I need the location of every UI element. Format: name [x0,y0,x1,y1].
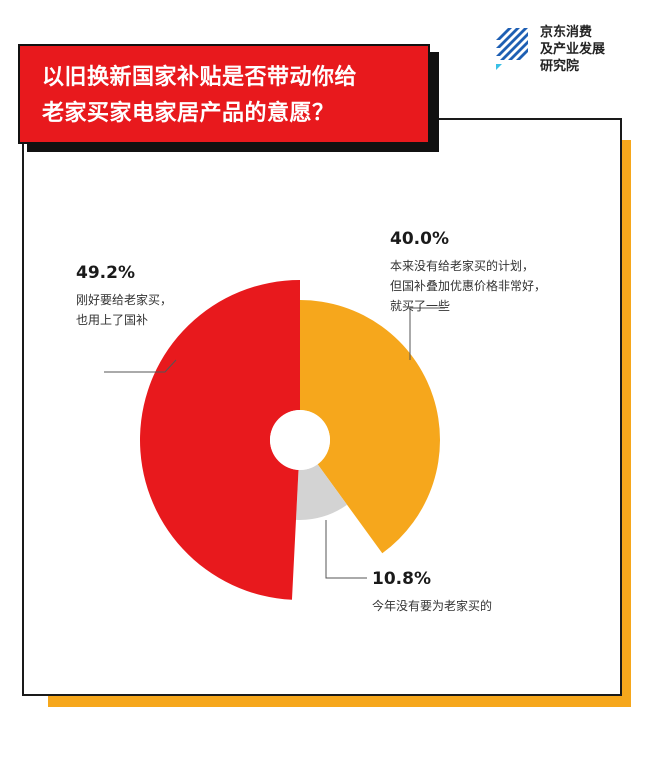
slice-red [139,280,300,600]
label-desc-orange-2: 但国补叠加优惠价格非常好， [390,278,546,293]
leader-line-red [104,359,177,373]
slice-gray [295,464,348,520]
label-value-orange: 40.0% [390,229,449,249]
label-desc-orange-1: 本来没有给老家买的计划， [390,258,534,273]
label-value-red: 49.2% [76,263,135,283]
stripes-logo-icon [496,28,528,70]
label-desc-red-2: 也用上了国补 [76,313,148,327]
leader-line-gray [325,520,367,579]
logo-line-1: 京东消费 [540,25,593,40]
logo-text: 京东消费 及产业发展 研究院 [540,24,632,75]
label-desc-orange-3: 就买了一些 [390,299,450,313]
leader-line-orange [409,307,445,360]
logo-line-3: 研究院 [540,59,580,74]
label-value-gray: 10.8% [372,569,431,589]
donut-hole [270,410,330,470]
logo: 京东消费 及产业发展 研究院 [494,22,634,82]
label-desc-gray-1: 今年没有要为老家买的 [372,598,492,613]
label-desc-red-1: 刚好要给老家买， [76,292,172,307]
title-line-1: 以旧换新国家补贴是否带动你给 [42,65,358,90]
page-title: 以旧换新国家补贴是否带动你给 老家买家电家居产品的意愿？ [18,44,430,144]
title-line-2: 老家买家电家居产品的意愿？ [42,101,335,126]
slice-orange [300,300,441,554]
logo-line-2: 及产业发展 [540,42,606,57]
